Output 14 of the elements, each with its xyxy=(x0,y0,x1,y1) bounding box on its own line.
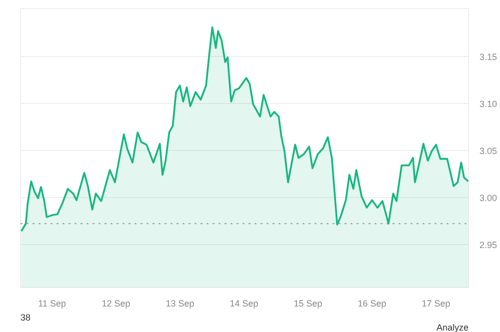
y-tick-label: 3.15 xyxy=(480,52,498,62)
y-tick-label: 3.05 xyxy=(480,146,498,156)
x-tick-label: 15 Sep xyxy=(294,298,322,308)
x-tick-label: 11 Sep xyxy=(38,298,66,308)
text: 38 xyxy=(20,312,31,322)
text: Analyze xyxy=(436,322,469,332)
x-tick-label: 14 Sep xyxy=(230,298,258,308)
x-tick-label: 12 Sep xyxy=(102,298,130,308)
y-tick-label: 3.10 xyxy=(480,98,498,109)
x-tick-label: 17 Sep xyxy=(422,298,450,308)
x-tick-label: 13 Sep xyxy=(166,298,194,308)
x-tick-label: 16 Sep xyxy=(358,298,386,308)
y-tick-label: 2.95 xyxy=(480,240,498,250)
y-tick-label: 3.00 xyxy=(480,192,498,203)
